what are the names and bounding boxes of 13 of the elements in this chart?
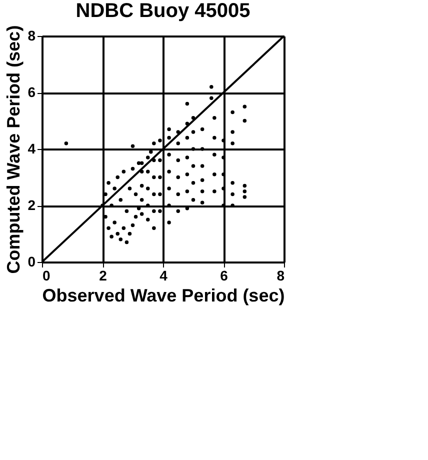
x-tick-label: 0	[42, 268, 50, 284]
y-tick-label: 8	[28, 28, 36, 44]
x-tick-label: 6	[220, 268, 228, 284]
x-tick-label: 4	[160, 268, 168, 284]
y-tick-label: 0	[28, 254, 36, 270]
y-axis-title: Computed Wave Period (sec)	[4, 25, 24, 274]
chart-title: NDBC Buoy 45005	[76, 0, 250, 22]
y-tick-label: 4	[28, 140, 36, 156]
x-axis-title: Observed Wave Period (sec)	[42, 286, 285, 306]
y-tick-label: 6	[28, 84, 36, 100]
x-tick-label: 2	[99, 268, 108, 284]
y-tick-label: 2	[28, 197, 36, 213]
x-tick-label: 8	[276, 268, 285, 284]
